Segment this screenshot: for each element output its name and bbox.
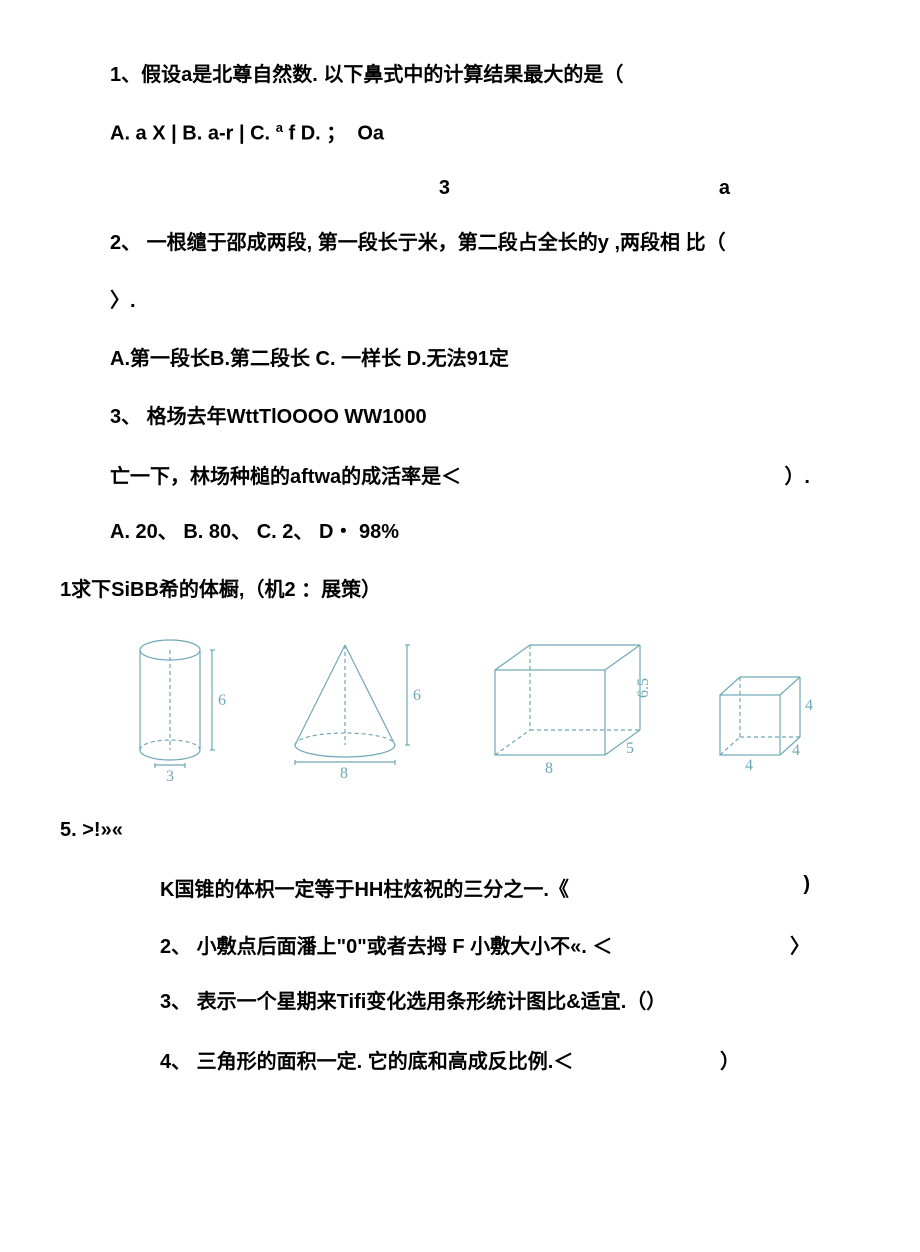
q3-options: A. 20、 B. 80、 C. 2、 D・ 98% <box>110 517 860 547</box>
cuboid-w: 8 <box>545 760 553 777</box>
cube-e1: 4 <box>745 757 753 774</box>
cone-svg: 6 8 <box>280 635 430 785</box>
cube-svg: 4 4 4 <box>710 665 830 785</box>
q2-prompt: 2、 一根缱于邵成两段, 第一段长亍米，第二段占全长的y ,两段相 比（ <box>110 228 860 258</box>
cuboid-d: 5 <box>626 740 634 757</box>
q3-line1: 3、 格场去年WttTlOOOO WW1000 <box>110 402 860 432</box>
floating-3: 3 <box>110 177 450 200</box>
cylinder-diagram: 6 3 <box>120 635 230 785</box>
cube-e2: 4 <box>792 742 800 759</box>
q1-option-a: A. a X | B. a-r | C. <box>110 123 276 145</box>
cylinder-d: 3 <box>166 768 174 785</box>
q5-item-1-text: K国锥的体枳一定等于HH柱炫祝的三分之一.《 <box>160 873 569 902</box>
cube-e3: 4 <box>805 697 813 714</box>
cone-b: 8 <box>340 765 348 782</box>
q1-prompt: 1、假设a是北尊自然数. 以下鼻式中的计算结果最大的是（ <box>110 60 860 90</box>
q5-item-4-text: 4、 三角形的面积一定. 它的底和高成反比例.＜ <box>160 1045 573 1074</box>
cone-diagram: 6 8 <box>280 635 430 785</box>
q5-item-2: 2、 小敷点后面潘上"0"或者去拇 F 小敷大小不«. ＜ 〉 <box>160 930 810 959</box>
document-page: 1、假设a是北尊自然数. 以下鼻式中的计算结果最大的是（ A. a X | B.… <box>0 0 920 1142</box>
floating-line: 3 a <box>110 177 860 200</box>
q5-item-3: 3、 表示一个星期来Tifi变化选用条形统计图比&适宜.（） <box>160 987 860 1017</box>
q5-item-2-text: 2、 小敷点后面潘上"0"或者去拇 F 小敷大小不«. ＜ <box>160 930 612 959</box>
q2-options: A.第一段长B.第二段长 C. 一样长 D.无法91定 <box>110 344 860 374</box>
q3-line2-right: ）. <box>784 460 810 489</box>
q5-header: 5. >!»« <box>60 815 860 845</box>
q3-line2-left: 亡一下，林场种槌的aftwa的成活率是＜ <box>110 460 461 489</box>
q1-option-c-sup: a <box>276 120 283 135</box>
cone-h: 6 <box>413 687 421 704</box>
cuboid-diagram: 8 5 6.5 <box>480 635 660 785</box>
q5-item-1: K国锥的体枳一定等于HH柱炫祝的三分之一.《 ) <box>160 873 810 902</box>
cylinder-svg: 6 3 <box>120 635 230 785</box>
q4-title: 1求下SiBB希的体橱,（机2 ：展策） <box>60 575 860 605</box>
cuboid-svg: 8 5 6.5 <box>480 635 660 785</box>
floating-a: a <box>450 177 730 200</box>
q5-item-1-paren: ) <box>803 873 810 902</box>
cuboid-h: 6.5 <box>635 678 652 698</box>
diagram-row: 6 3 6 <box>120 635 860 785</box>
q5-item-2-paren: 〉 <box>790 930 810 959</box>
q1-option-rest: f D. ； Oa <box>283 123 384 145</box>
q2-prompt-tail: 〉. <box>110 286 860 316</box>
cube-diagram: 4 4 4 <box>710 665 830 785</box>
q1-options: A. a X | B. a-r | C. a f D. ； Oa <box>110 118 860 149</box>
q5-item-4-paren: ） <box>720 1045 740 1074</box>
q5-item-3-text: 3、 表示一个星期来Tifi变化选用条形统计图比&适宜.（） <box>160 991 666 1013</box>
cylinder-h: 6 <box>218 692 226 709</box>
q5-item-4: 4、 三角形的面积一定. 它的底和高成反比例.＜ ） <box>160 1045 740 1074</box>
q3-line2: 亡一下，林场种槌的aftwa的成活率是＜ ）. <box>110 460 810 489</box>
